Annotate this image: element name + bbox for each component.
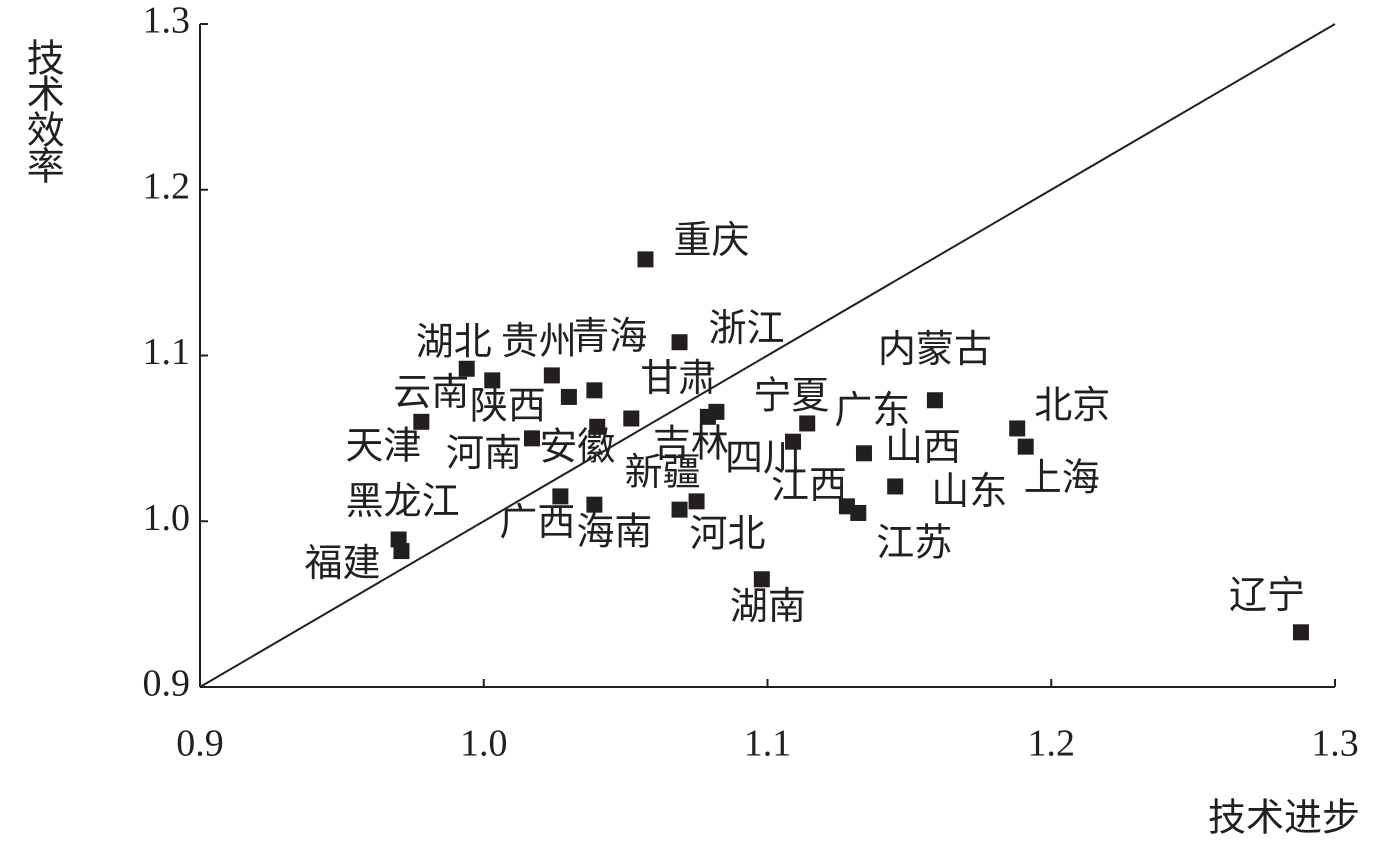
point xyxy=(799,415,816,432)
point-label: 青海 xyxy=(571,316,647,358)
point-label: 辽宁 xyxy=(1229,575,1305,617)
point xyxy=(586,382,603,399)
point-label: 湖南 xyxy=(730,586,806,628)
reference-line xyxy=(199,23,1336,688)
point-label: 云南 xyxy=(393,372,469,414)
point xyxy=(589,418,606,435)
point xyxy=(708,403,725,420)
point-label: 湖北 xyxy=(416,321,492,363)
point xyxy=(623,410,640,427)
point xyxy=(458,360,475,377)
point-label: 黑龙江 xyxy=(346,481,460,523)
point-label: 贵州 xyxy=(501,321,577,363)
point-label: 吉林 xyxy=(653,424,729,466)
point-label: 宁夏 xyxy=(753,376,829,418)
point xyxy=(637,251,654,268)
x-axis-title: 技术进步 xyxy=(1208,798,1360,840)
point-label: 内蒙古 xyxy=(878,329,992,371)
point-label: 广东 xyxy=(834,390,910,432)
point xyxy=(753,571,770,588)
point xyxy=(1017,438,1034,455)
point xyxy=(671,334,688,351)
y-tick-label: 1.2 xyxy=(143,165,191,207)
point xyxy=(586,496,603,513)
point xyxy=(887,478,904,495)
y-tick-label: 1.0 xyxy=(143,497,191,539)
point xyxy=(543,367,560,384)
point-label: 河北 xyxy=(690,513,766,555)
y-tick-label: 1.3 xyxy=(143,0,191,42)
point xyxy=(552,488,569,505)
point-label: 北京 xyxy=(1034,385,1110,427)
point-label: 甘肃 xyxy=(640,358,716,400)
point xyxy=(688,493,705,510)
point xyxy=(671,501,688,518)
y-tick-label: 1.1 xyxy=(143,331,191,373)
point xyxy=(855,445,872,462)
y-axis-title: 技术效率 xyxy=(20,38,63,183)
y-tick-label: 0.9 xyxy=(143,663,191,705)
point-label: 安徽 xyxy=(539,426,615,468)
x-tick-label: 0.9 xyxy=(176,723,224,765)
point-label: 上海 xyxy=(1024,457,1100,499)
point xyxy=(1009,420,1026,437)
x-tick-label: 1.1 xyxy=(744,723,792,765)
point-label: 山西 xyxy=(885,427,961,469)
point-label: 福建 xyxy=(304,543,380,585)
point-label: 四川 xyxy=(725,437,801,479)
point-label: 山东 xyxy=(931,471,1007,513)
point-label: 江西 xyxy=(771,465,847,507)
point xyxy=(523,430,540,447)
point xyxy=(393,543,410,560)
point-label: 陕西 xyxy=(470,386,546,428)
point-label: 江苏 xyxy=(876,523,952,565)
point xyxy=(850,504,867,521)
x-tick-label: 1.3 xyxy=(1311,723,1359,765)
point-label: 广西 xyxy=(499,502,575,544)
point xyxy=(484,372,501,389)
point-label: 重庆 xyxy=(673,220,749,262)
point xyxy=(926,392,943,409)
x-tick-label: 1.2 xyxy=(1028,723,1076,765)
point-label: 河南 xyxy=(446,433,522,475)
point-label: 浙江 xyxy=(709,308,785,350)
x-tick-label: 1.0 xyxy=(460,723,508,765)
point xyxy=(785,433,802,450)
point-label: 海南 xyxy=(576,511,652,553)
point-label: 新疆 xyxy=(625,452,701,494)
point-label: 天津 xyxy=(345,426,421,468)
point xyxy=(413,413,430,430)
point xyxy=(560,388,577,405)
point xyxy=(1292,624,1309,641)
